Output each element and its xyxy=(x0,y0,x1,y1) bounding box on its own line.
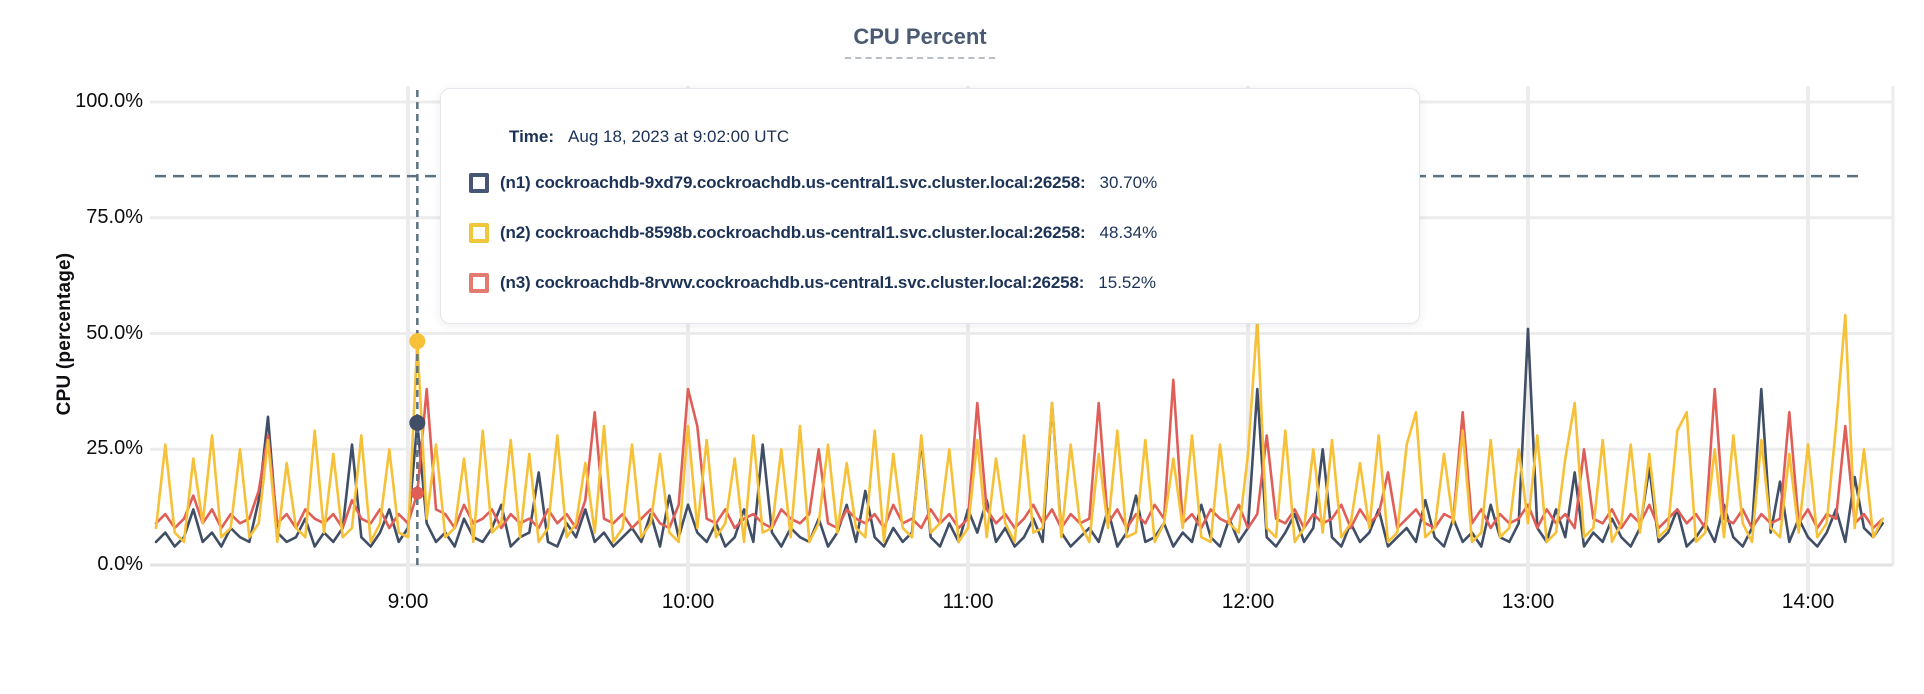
x-tick-label: 12:00 xyxy=(1221,590,1275,613)
series-swatch-icon xyxy=(469,273,489,293)
series-swatch-icon xyxy=(469,173,489,193)
y-tick-label: 100.0% xyxy=(75,90,143,112)
series-line-n2 xyxy=(154,313,1884,544)
series-value: 30.70% xyxy=(1099,173,1158,192)
y-tick-label: 50.0% xyxy=(86,321,143,344)
hover-dot-n2 xyxy=(409,333,426,350)
tooltip-series-row: (n2) cockroachdb-8598b.cockroachdb.us-ce… xyxy=(469,223,1157,243)
tooltip-time-value: Aug 18, 2023 at 9:02:00 UTC xyxy=(568,127,790,146)
x-tick-label: 11:00 xyxy=(942,590,994,613)
tooltip-series-row: (n3) cockroachdb-8rvwv.cockroachdb.us-ce… xyxy=(469,273,1156,293)
series-name: (n3) cockroachdb-8rvwv.cockroachdb.us-ce… xyxy=(500,273,1085,292)
tooltip-series-row: (n1) cockroachdb-9xd79.cockroachdb.us-ce… xyxy=(469,173,1157,193)
hover-dot-n1 xyxy=(409,414,426,431)
x-tick-label: 9:00 xyxy=(387,590,429,613)
series-name: (n2) cockroachdb-8598b.cockroachdb.us-ce… xyxy=(500,223,1086,242)
y-tick-label: 75.0% xyxy=(86,205,143,228)
y-tick-label: 25.0% xyxy=(86,437,143,460)
x-tick-label: 14:00 xyxy=(1781,590,1835,613)
hover-dot-n3 xyxy=(410,486,424,500)
y-tick-label: 0.0% xyxy=(97,553,143,575)
x-tick-label: 13:00 xyxy=(1501,590,1555,613)
chart-tooltip: Time: Aug 18, 2023 at 9:02:00 UTC (n1) co… xyxy=(440,88,1420,324)
tooltip-time-label: Time: xyxy=(509,127,555,146)
series-value: 48.34% xyxy=(1099,223,1158,242)
series-swatch-icon xyxy=(469,223,489,243)
x-tick-label: 10:00 xyxy=(661,590,715,613)
tooltip-time-row: Time: Aug 18, 2023 at 9:02:00 UTC xyxy=(509,127,789,147)
chart-title[interactable]: CPU Percent xyxy=(845,24,995,59)
series-value: 15.52% xyxy=(1098,273,1156,292)
series-name: (n1) cockroachdb-9xd79.cockroachdb.us-ce… xyxy=(500,173,1086,192)
